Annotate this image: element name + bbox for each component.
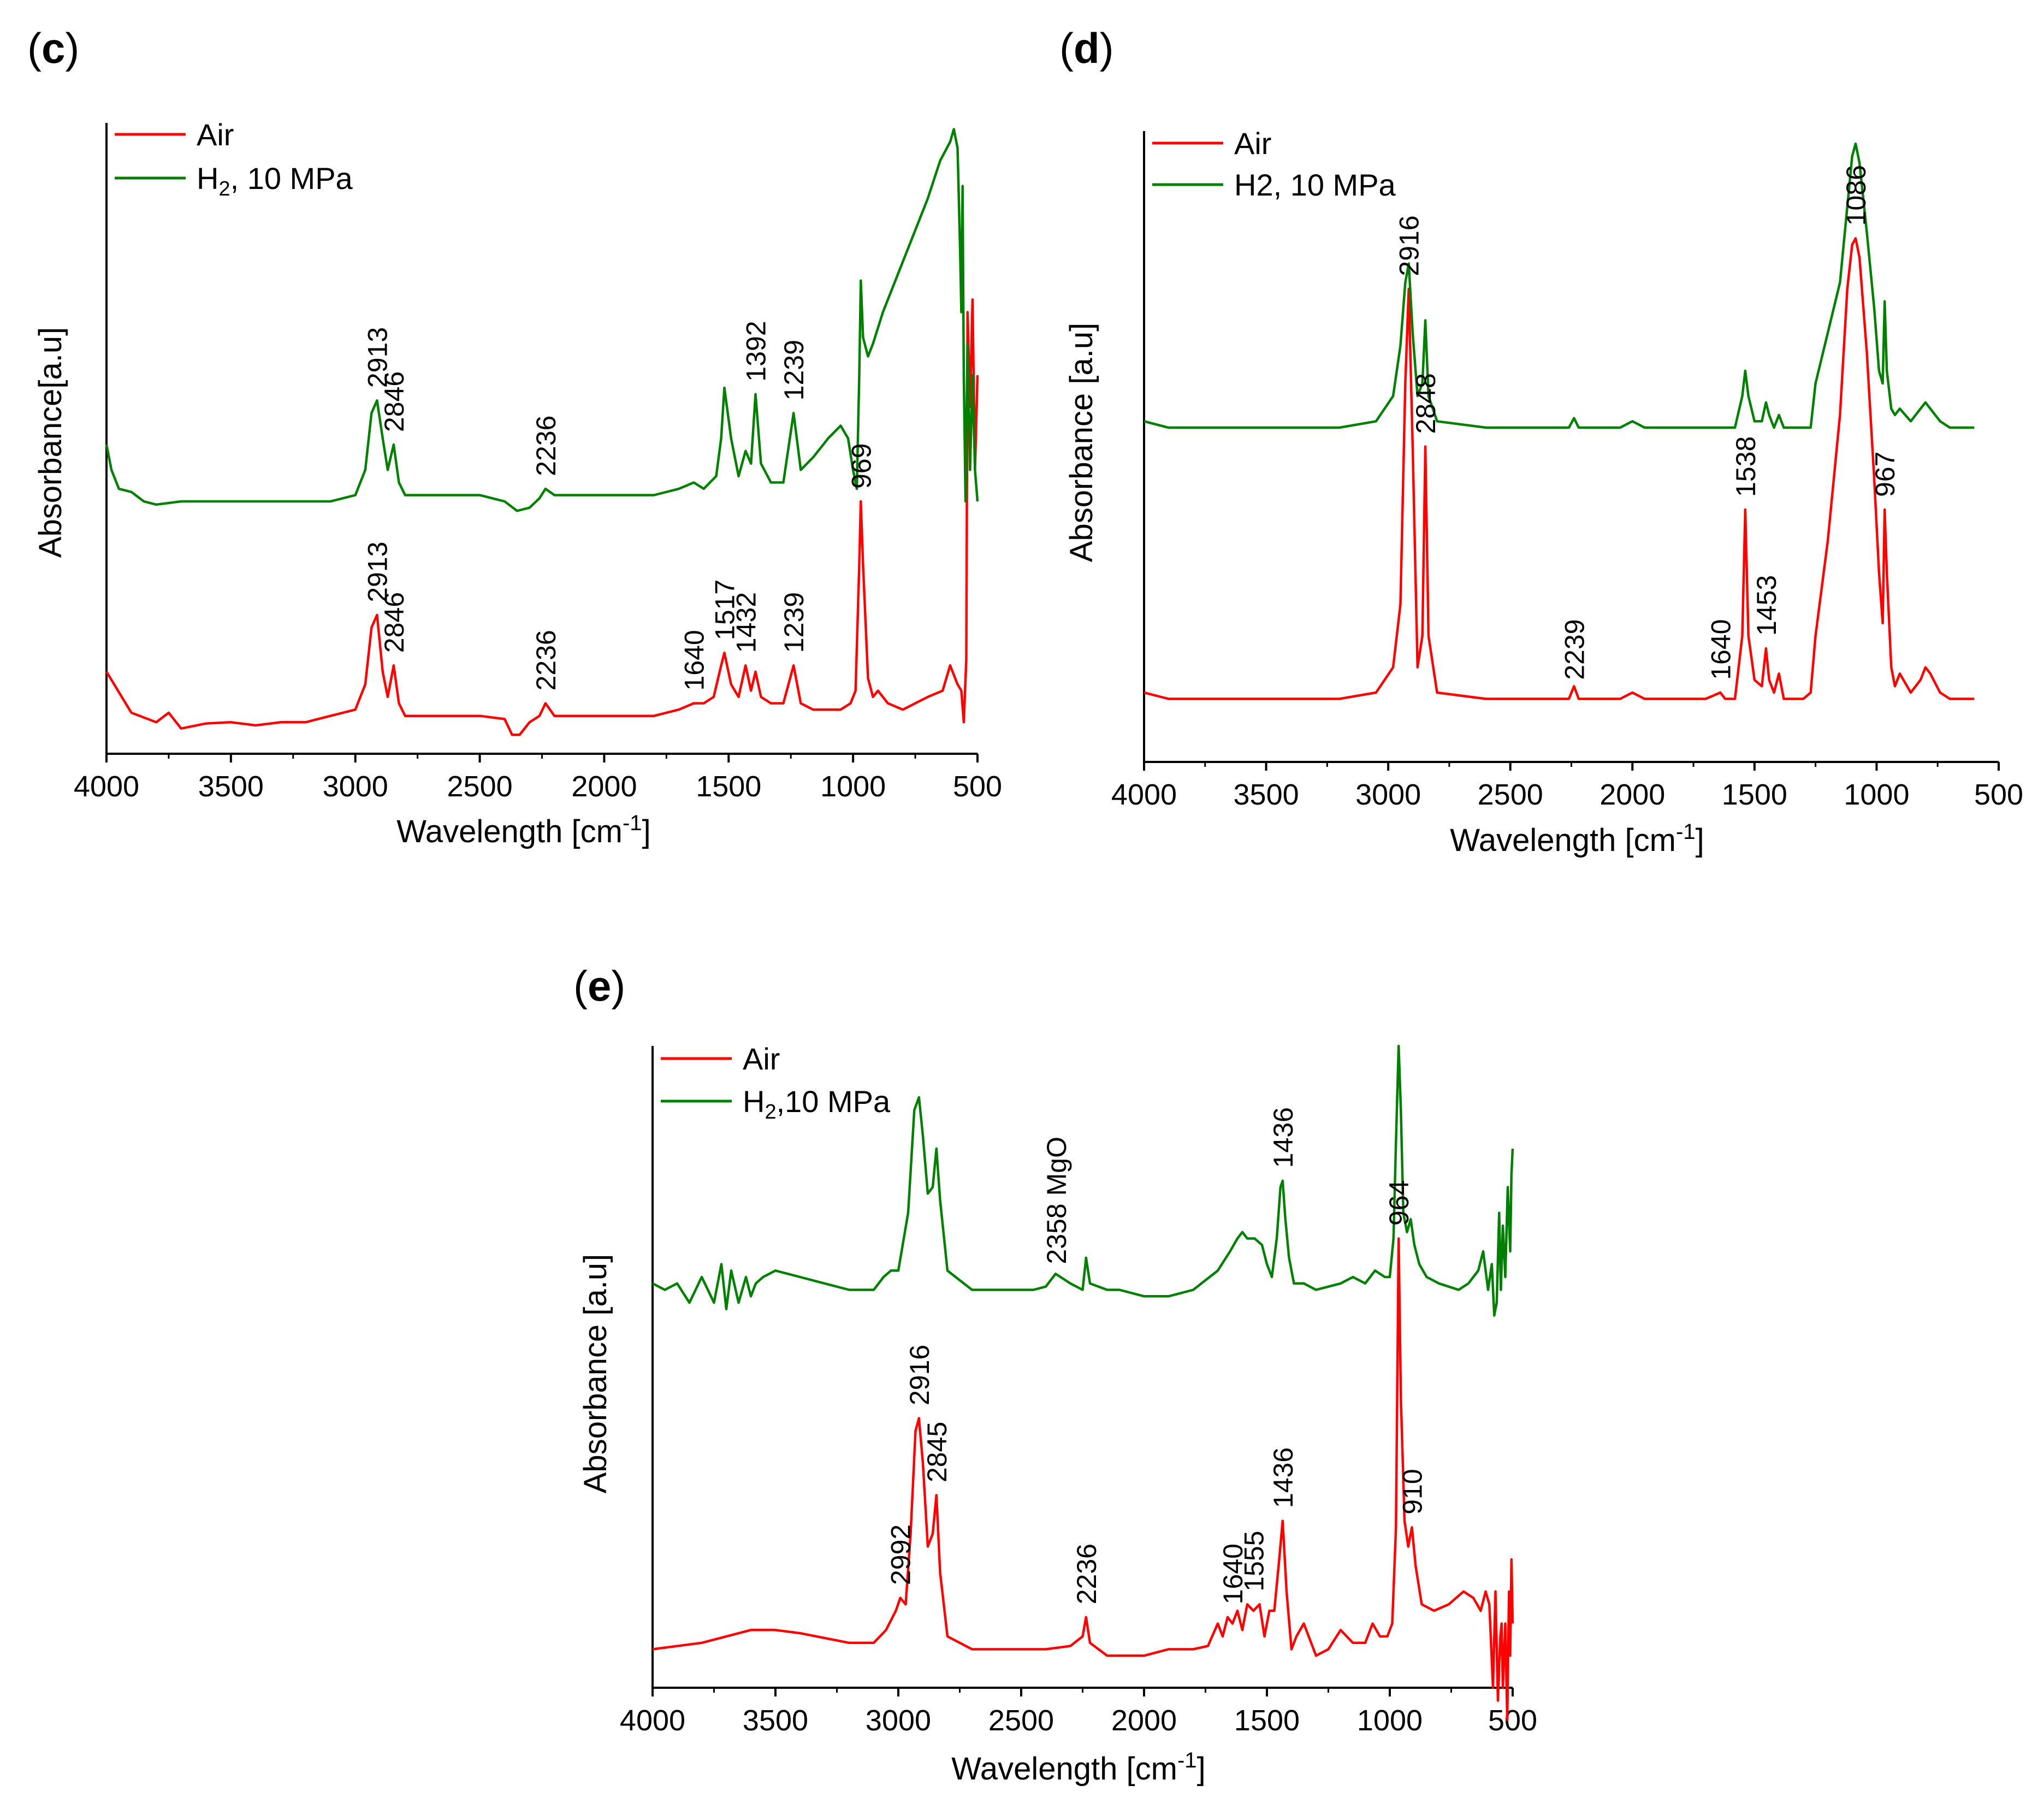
x-tick-label: 3000 [866, 1704, 931, 1737]
peak-label: 2239 [1559, 619, 1590, 680]
x-tick-label: 1500 [1234, 1704, 1300, 1737]
y-axis-label: Absorbance [a.u] [578, 1254, 613, 1494]
panel-d-legend: Air H2, 10 MPa [1152, 126, 1396, 202]
peak-label: 969 [846, 443, 876, 488]
x-tick-label: 2500 [447, 770, 513, 803]
panel-d: (d) Air H2, 10 MPa Absorbance [a.u] Wave… [1059, 24, 2023, 858]
legend-air-label: Air [197, 117, 234, 152]
x-tick-label: 3000 [1355, 778, 1421, 811]
peak-label: 2845 [922, 1422, 952, 1482]
axes-d: 4000 3500 3000 2500 2000 1500 1000 500 [1111, 131, 2023, 811]
x-tick-label: 3000 [323, 770, 388, 803]
peak-label: 1640 [679, 630, 710, 690]
peak-label: 2236 [531, 416, 561, 476]
peak-label: 1517 [710, 580, 740, 640]
legend-h2-label: H2,10 MPa [743, 1084, 891, 1124]
panel-d-label: (d) [1059, 24, 1114, 72]
peak-label: 1436 [1268, 1107, 1299, 1168]
x-tick-label: 3500 [743, 1704, 808, 1737]
series-line-h2 [1144, 142, 1975, 429]
x-tick-label: 2000 [1599, 778, 1665, 811]
peak-label: 1640 [1218, 1544, 1248, 1604]
x-tick-label: 3500 [198, 770, 264, 803]
x-tick-label: 500 [1974, 778, 2023, 811]
x-tick-label: 2500 [988, 1704, 1054, 1737]
legend-h2-label: H2, 10 MPa [1234, 168, 1396, 202]
x-tick-label: 1500 [696, 770, 761, 803]
series-line-air [1144, 237, 1975, 700]
peak-label: 1640 [1705, 619, 1736, 680]
peak-label: 2913 [362, 542, 393, 602]
series-line-h2 [651, 1044, 1514, 1317]
x-axis-label: Wavelength [cm-1] [951, 1748, 1205, 1787]
x-tick-label: 1000 [1357, 1704, 1423, 1737]
panel-e-label: (e) [573, 962, 625, 1010]
peak-label: 1086 [1841, 165, 1871, 226]
series-line-h2 [105, 128, 979, 512]
peak-label: 1392 [741, 321, 772, 381]
x-tick-label: 4000 [74, 770, 139, 803]
y-axis-label: Absorbance [a.u] [1064, 323, 1099, 563]
plot-area-d: 2916 2848 2239 1640 1538 1453 1086 967 [1144, 142, 1975, 700]
x-axis-label: Wavelength [cm-1] [1450, 820, 1704, 858]
series-line-air [652, 1237, 1514, 1722]
panel-c-label: (c) [27, 24, 79, 72]
peak-label: 1538 [1731, 436, 1761, 497]
peak-label: 2992 [886, 1524, 916, 1585]
peak-label: 1436 [1268, 1447, 1299, 1508]
peak-label: 1555 [1239, 1531, 1269, 1592]
x-tick-label: 1000 [1844, 778, 1909, 811]
axes-c: 4000 3500 3000 2500 2000 1500 1000 500 [74, 123, 1002, 803]
x-tick-label: 2000 [1111, 1704, 1177, 1737]
peak-label: 910 [1397, 1469, 1428, 1514]
peak-label: 2358 MgO [1041, 1137, 1072, 1264]
peak-label: 2846 [379, 371, 410, 432]
legend-h2-label: H2, 10 MPa [197, 161, 353, 200]
x-tick-label: 500 [1488, 1704, 1537, 1737]
legend-air-label: Air [743, 1042, 780, 1076]
peak-label: 1239 [779, 592, 809, 653]
x-axis-label: Wavelength [cm-1] [396, 811, 650, 849]
x-tick-label: 4000 [1111, 778, 1177, 811]
panel-c-legend: Air H2, 10 MPa [115, 117, 353, 200]
peak-label: 964 [1384, 1180, 1414, 1226]
x-tick-label: 4000 [620, 1704, 685, 1737]
peak-label: 2916 [1394, 215, 1425, 276]
legend-air-label: Air [1234, 126, 1271, 161]
x-tick-label: 3500 [1234, 778, 1299, 811]
peak-label: 1239 [779, 340, 809, 400]
peak-label: 1432 [731, 592, 761, 653]
x-tick-label: 1500 [1722, 778, 1787, 811]
panel-e: (e) Air H2,10 MPa Absorbance [a.u] Wavel… [573, 962, 1537, 1787]
x-tick-label: 2500 [1478, 778, 1543, 811]
axes-e: 4000 3500 3000 2500 2000 1500 1000 500 [620, 1046, 1537, 1737]
peak-label: 967 [1870, 451, 1900, 496]
peak-label: 2236 [531, 630, 561, 690]
x-tick-label: 1000 [820, 770, 886, 803]
x-tick-label: 2000 [571, 770, 637, 803]
peak-label: 2846 [379, 592, 410, 653]
peak-label: 1453 [1751, 575, 1782, 636]
series-line-air [105, 298, 979, 736]
peak-label: 2236 [1071, 1544, 1102, 1604]
peak-label: 2916 [904, 1345, 935, 1405]
y-axis-label: Absorbance[a.u] [33, 327, 68, 558]
peak-label: 2848 [1411, 373, 1441, 434]
peak-label: 2913 [362, 327, 393, 388]
x-tick-label: 500 [953, 770, 1002, 803]
panel-e-legend: Air H2,10 MPa [661, 1042, 891, 1124]
panel-c: (c) Air H2, 10 MPa Absorbance[a.u] Wavel… [27, 24, 1002, 849]
